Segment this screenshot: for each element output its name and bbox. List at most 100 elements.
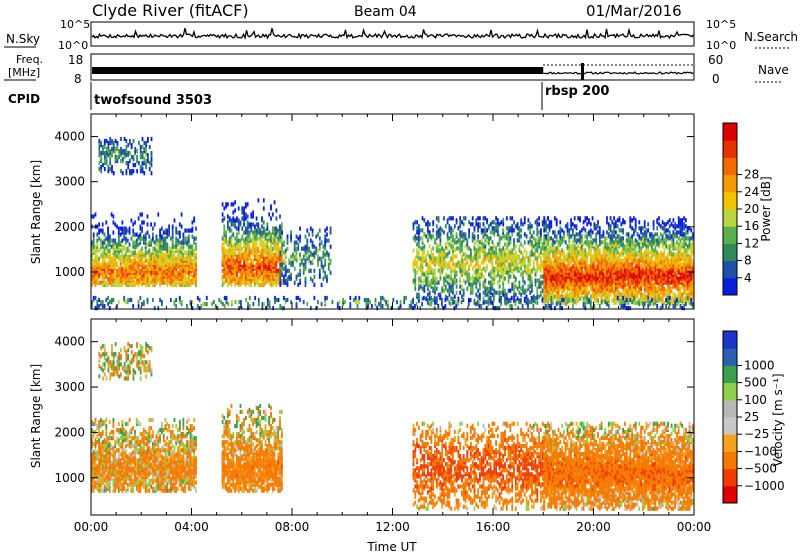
data-cell xyxy=(461,240,463,245)
data-cell xyxy=(146,214,149,219)
data-cell xyxy=(509,274,512,279)
data-cell xyxy=(513,252,515,257)
data-cell xyxy=(155,248,158,253)
data-cell xyxy=(293,266,296,271)
data-cell xyxy=(254,244,256,249)
data-cell xyxy=(418,228,420,233)
data-cell xyxy=(452,244,454,249)
data-cell xyxy=(446,280,449,285)
data-cell xyxy=(153,222,156,227)
data-cell xyxy=(529,236,532,241)
data-cell xyxy=(557,240,560,245)
data-cell xyxy=(598,242,601,247)
data-cell xyxy=(491,220,494,225)
data-cell xyxy=(573,224,576,229)
data-cell xyxy=(145,163,147,168)
data-cell xyxy=(589,294,592,299)
data-cell xyxy=(477,216,479,221)
data-cell xyxy=(545,252,547,257)
data-cell xyxy=(168,232,170,237)
data-cell xyxy=(534,278,537,283)
data-cell xyxy=(468,254,470,259)
data-cell xyxy=(306,256,309,261)
data-cell xyxy=(128,226,131,231)
data-cell xyxy=(566,252,569,257)
data-cell xyxy=(550,220,553,225)
data-cell xyxy=(275,216,278,221)
data-cell xyxy=(598,230,601,235)
data-cell xyxy=(598,226,601,231)
data-cell xyxy=(143,240,145,245)
nave-tick-top: 60 xyxy=(708,53,723,67)
data-cell xyxy=(279,226,282,231)
data-cell xyxy=(546,296,549,301)
data-cell xyxy=(318,256,321,261)
data-cell xyxy=(299,252,301,257)
data-cell xyxy=(532,252,535,257)
data-cell xyxy=(532,266,535,271)
data-cell xyxy=(489,286,492,291)
data-cell xyxy=(161,240,163,245)
data-cell xyxy=(589,234,592,239)
data-cell xyxy=(613,250,615,255)
data-cell xyxy=(241,210,244,215)
data-cell xyxy=(128,264,131,269)
data-cell xyxy=(141,169,144,174)
data-cell xyxy=(268,230,271,235)
data-cell xyxy=(595,244,598,249)
data-cell xyxy=(468,264,470,269)
data-cell xyxy=(457,260,460,265)
data-cell xyxy=(230,202,233,207)
data-cell xyxy=(239,242,242,247)
data-cell xyxy=(270,204,272,209)
data-cell xyxy=(453,224,456,229)
data-cell xyxy=(119,226,122,231)
data-cell xyxy=(631,264,633,269)
data-cell xyxy=(153,240,156,245)
data-cell xyxy=(559,294,562,299)
data-cell xyxy=(313,282,316,287)
data-cell xyxy=(227,224,229,229)
data-cell xyxy=(573,270,576,275)
data-cell xyxy=(434,256,436,261)
data-cell xyxy=(582,226,585,231)
data-cell xyxy=(237,254,240,259)
data-cell xyxy=(180,244,183,249)
data-cell xyxy=(491,230,494,235)
data-cell xyxy=(636,240,639,245)
data-cell xyxy=(230,222,233,227)
data-cell xyxy=(111,146,113,152)
data-cell xyxy=(184,250,187,255)
data-cell xyxy=(275,252,278,257)
data-cell xyxy=(609,244,612,249)
data-cell xyxy=(455,240,458,245)
data-cell xyxy=(418,276,420,281)
data-cell xyxy=(243,210,245,215)
data-cell xyxy=(477,238,479,243)
data-cell xyxy=(597,284,599,289)
data-cell xyxy=(114,280,117,285)
data-cell xyxy=(625,282,628,287)
data-cell xyxy=(324,228,327,233)
data-cell xyxy=(507,272,510,277)
data-cell xyxy=(184,240,187,245)
data-cell xyxy=(589,228,592,233)
data-cell xyxy=(147,159,149,164)
data-cell xyxy=(311,252,314,257)
data-cell xyxy=(98,280,100,285)
data-cell xyxy=(611,248,614,253)
data-cell xyxy=(227,220,229,225)
data-cell xyxy=(168,262,170,267)
data-cell xyxy=(309,268,312,273)
data-cell xyxy=(455,284,458,289)
data-cell xyxy=(100,244,102,249)
data-cell xyxy=(531,252,533,257)
data-cell xyxy=(311,278,314,283)
data-cell xyxy=(186,228,188,233)
data-cell xyxy=(117,246,120,251)
data-cell xyxy=(634,256,637,261)
data-cell xyxy=(513,290,515,295)
data-cell xyxy=(522,256,524,261)
data-cell xyxy=(532,294,535,299)
data-cell xyxy=(96,244,99,249)
